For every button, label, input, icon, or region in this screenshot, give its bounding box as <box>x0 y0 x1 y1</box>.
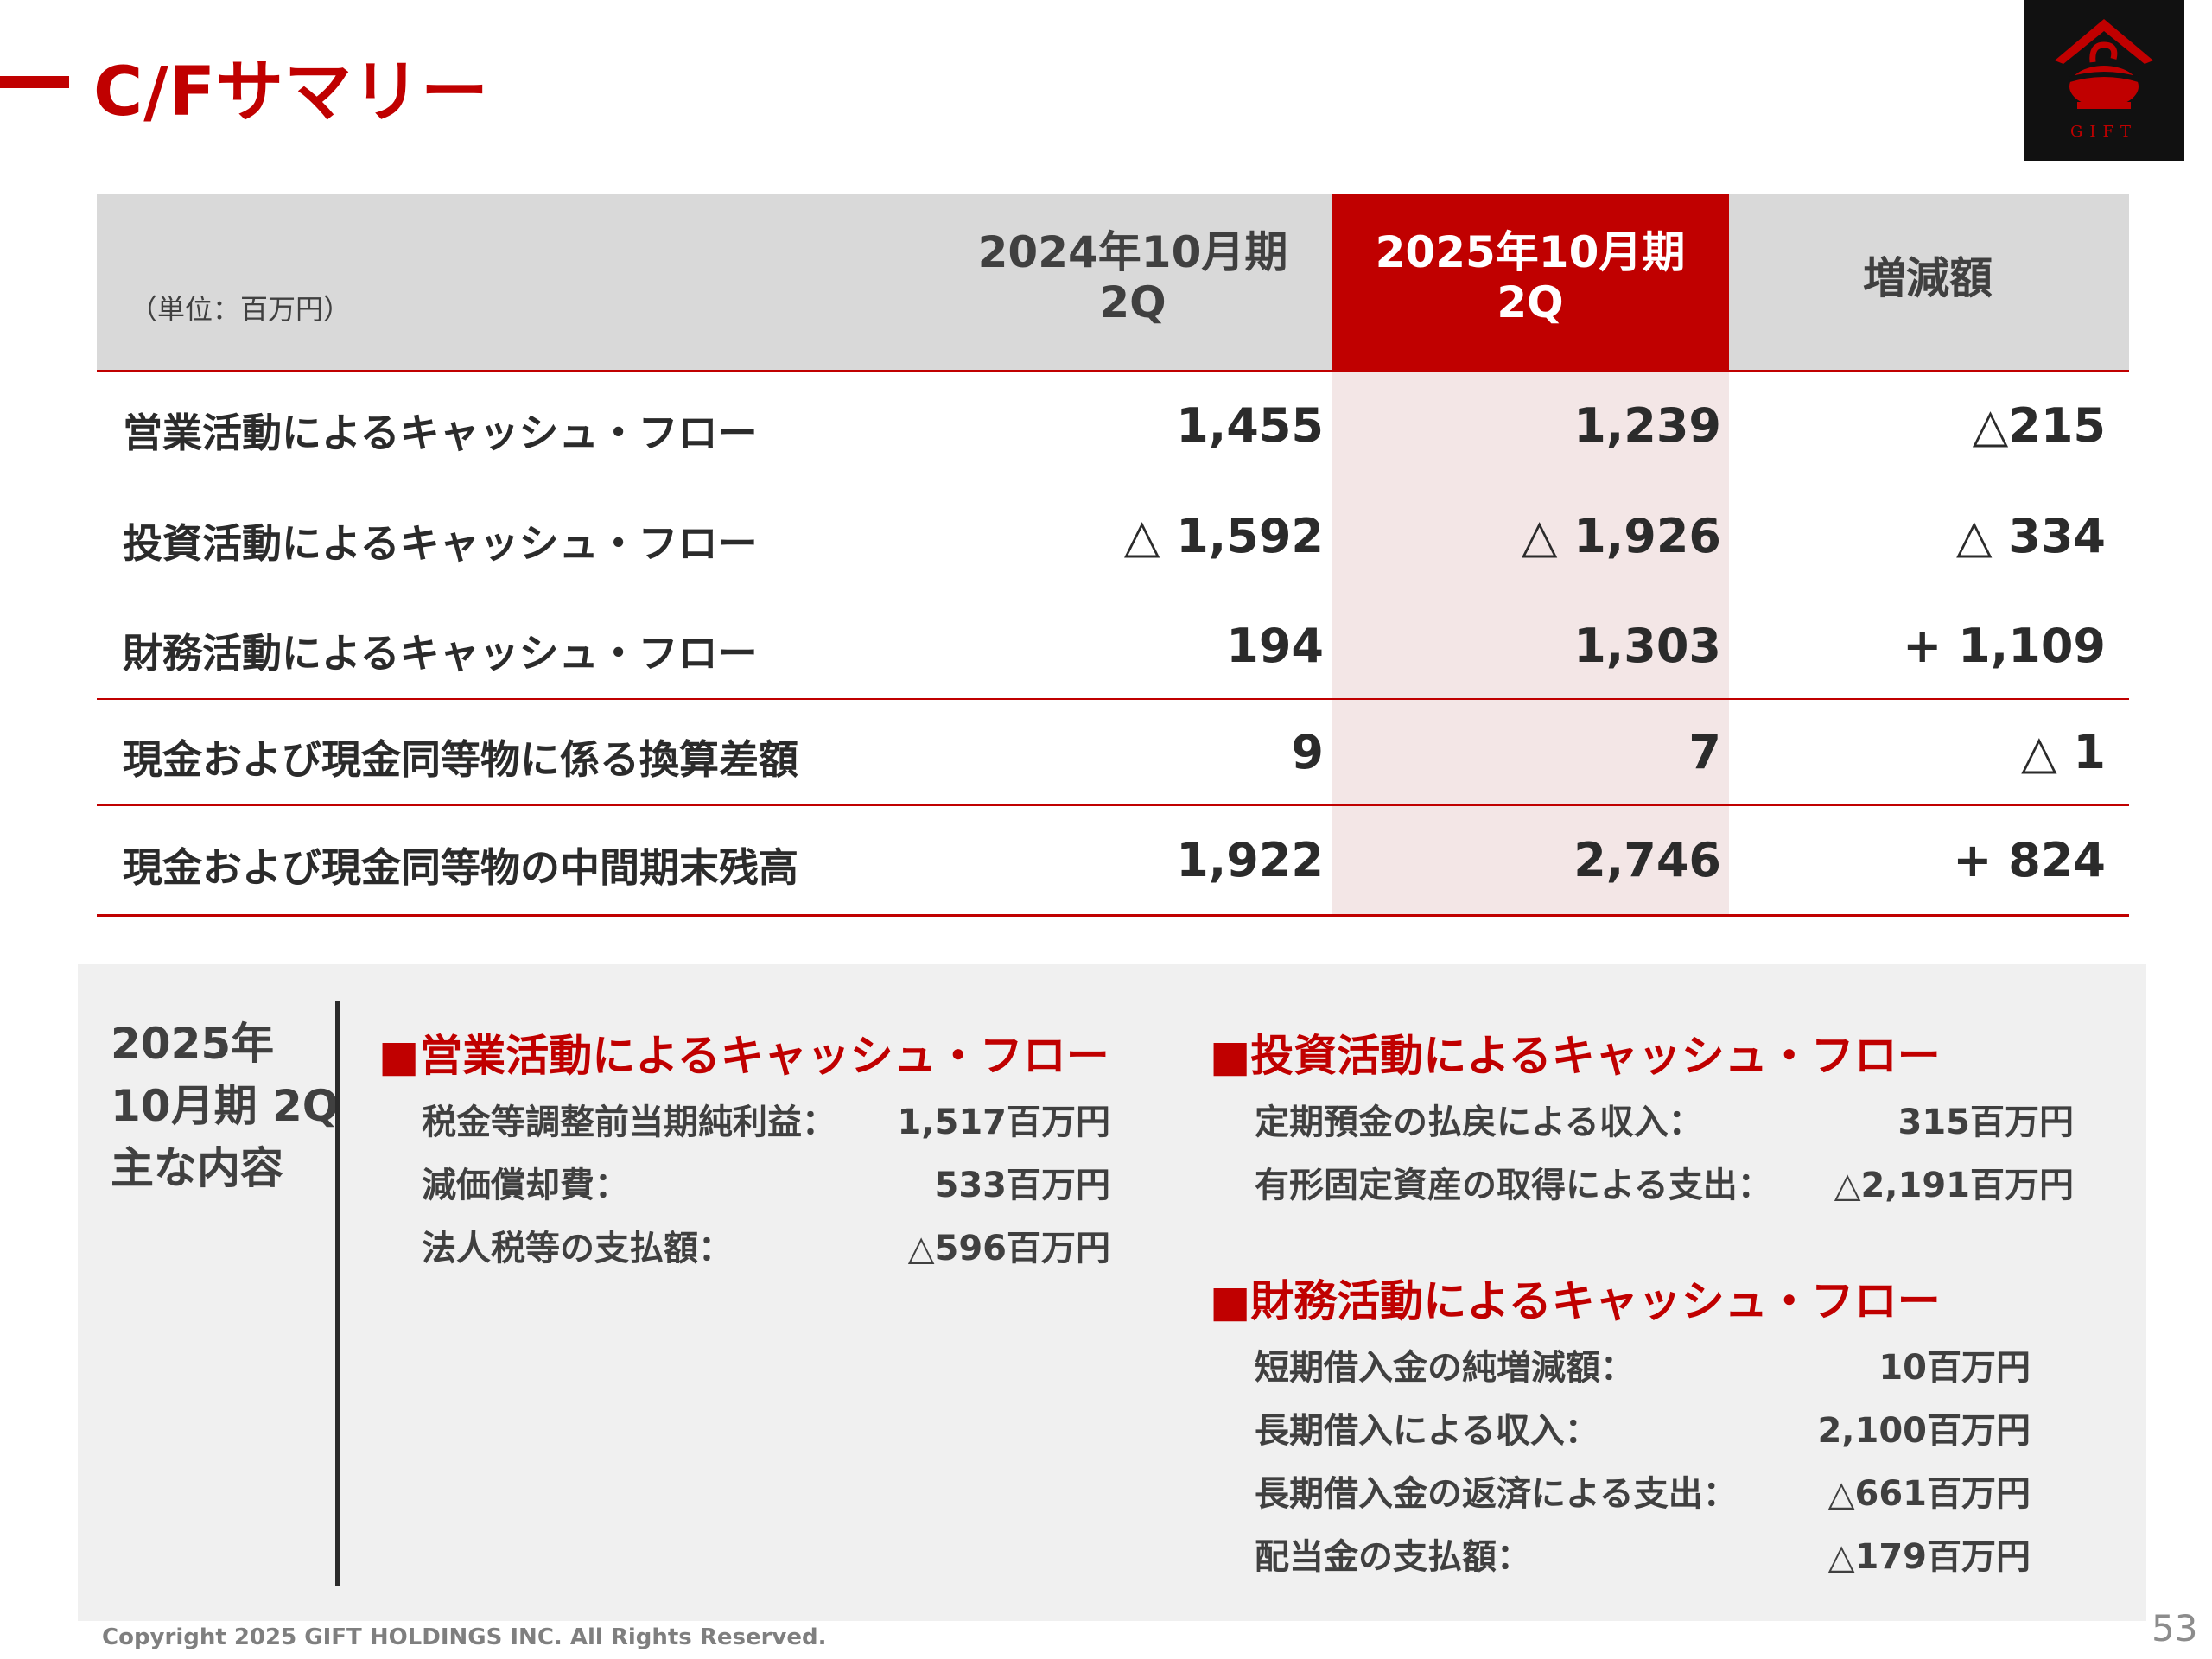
gift-house-icon <box>2055 19 2153 109</box>
row-diff-value: + 1,109 <box>1903 619 2106 673</box>
logo-text: GIFT <box>2070 123 2138 141</box>
summary-heading: 2025年 10月期 2Q 主な内容 <box>111 1013 339 1199</box>
column-header-curr-line1: 2025年10月期 <box>1375 227 1686 277</box>
table-header <box>97 194 2129 370</box>
row-divider <box>97 698 2129 700</box>
operating-item-label: 減価償却費： <box>422 1166 629 1205</box>
investing-item-value: △2,191百万円 <box>1834 1166 2074 1205</box>
operating-item-label: 法人税等の支払額： <box>422 1229 733 1268</box>
investing-item-label: 定期預金の払戻による収入： <box>1255 1103 1703 1142</box>
financing-item-label: 長期借入による収入： <box>1255 1411 1599 1451</box>
row-curr-value: 1,239 <box>1573 398 1721 453</box>
financing-item-value: 10百万円 <box>1878 1348 2031 1388</box>
table-bottom-line <box>97 914 2129 917</box>
summary-heading-line3: 主な内容 <box>111 1143 283 1193</box>
operating-item-value: △596百万円 <box>907 1229 1110 1268</box>
table-row: 投資活動によるキャッシュ・フロー △ 1,592 △ 1,926 △ 334 <box>97 502 2129 571</box>
row-curr-value: 7 <box>1688 725 1721 779</box>
summary-heading-line2: 10月期 2Q <box>111 1081 340 1131</box>
table-header-current <box>1332 194 1729 370</box>
operating-item-label: 税金等調整前当期純利益： <box>422 1103 836 1142</box>
row-diff-value: △215 <box>1972 398 2106 453</box>
row-curr-value: 2,746 <box>1573 833 1721 887</box>
column-header-diff: 増減額 <box>1863 253 1993 303</box>
investing-item-label: 有形固定資産の取得による支出： <box>1255 1166 1772 1205</box>
column-header-prev-line1: 2024年10月期 <box>977 227 1288 277</box>
financing-item-label: 短期借入金の純増減額： <box>1255 1348 1635 1388</box>
table-row: 財務活動によるキャッシュ・フロー 194 1,303 + 1,109 <box>97 612 2129 681</box>
row-diff-value: △ 334 <box>1955 509 2106 563</box>
row-divider <box>97 804 2129 806</box>
row-label: 現金および現金同等物に係る換算差額 <box>123 736 798 783</box>
header-divider <box>97 370 2129 372</box>
financing-item-value: △179百万円 <box>1827 1537 2031 1577</box>
investing-section-title: ■投資活動によるキャッシュ・フロー <box>1210 1031 1941 1081</box>
row-diff-value: △ 1 <box>2021 725 2106 779</box>
financing-section-title: ■財務活動によるキャッシュ・フロー <box>1210 1276 1941 1326</box>
summary-heading-line1: 2025年 <box>111 1019 275 1069</box>
page-number: 53 <box>2152 1607 2198 1649</box>
row-label: 投資活動によるキャッシュ・フロー <box>123 520 758 567</box>
row-label: 現金および現金同等物の中間期末残高 <box>123 844 798 891</box>
operating-item-value: 533百万円 <box>934 1166 1111 1205</box>
row-prev-value: 1,455 <box>1176 398 1324 453</box>
operating-section-title: ■営業活動によるキャッシュ・フロー <box>378 1031 1109 1081</box>
company-logo: GIFT <box>2024 0 2184 161</box>
table-row: 現金および現金同等物の中間期末残高 1,922 2,746 + 824 <box>97 826 2129 895</box>
financing-item-label: 長期借入金の返済による支出： <box>1255 1474 1738 1514</box>
table-row: 営業活動によるキャッシュ・フロー 1,455 1,239 △215 <box>97 391 2129 461</box>
summary-divider <box>335 1001 340 1586</box>
column-header-curr: 2025年10月期 2Q <box>1332 227 1729 327</box>
row-prev-value: 194 <box>1226 619 1324 673</box>
column-header-prev: 2024年10月期 2Q <box>934 227 1332 327</box>
unit-label: （単位：百万円） <box>130 293 352 326</box>
row-prev-value: 1,922 <box>1176 833 1324 887</box>
financing-item-value: 2,100百万円 <box>1817 1411 2031 1451</box>
cash-flow-table: （単位：百万円） 2024年10月期 2Q 2025年10月期 2Q 増減額 営… <box>97 194 2129 917</box>
copyright: Copyright 2025 GIFT HOLDINGS INC. All Ri… <box>102 1624 827 1650</box>
row-curr-value: 1,303 <box>1573 619 1721 673</box>
row-label: 営業活動によるキャッシュ・フロー <box>123 410 758 456</box>
row-label: 財務活動によるキャッシュ・フロー <box>123 630 758 677</box>
financing-item-value: △661百万円 <box>1827 1474 2031 1514</box>
financing-item-label: 配当金の支払額： <box>1255 1537 1531 1577</box>
page-title: C/Fサマリー <box>93 54 490 131</box>
investing-item-value: 315百万円 <box>1897 1103 2075 1142</box>
row-prev-value: △ 1,592 <box>1123 509 1324 563</box>
row-curr-value: △ 1,926 <box>1521 509 1721 563</box>
row-prev-value: 9 <box>1291 725 1324 779</box>
operating-item-value: 1,517百万円 <box>897 1103 1110 1142</box>
title-accent-bar <box>0 76 69 88</box>
table-row: 現金および現金同等物に係る換算差額 9 7 △ 1 <box>97 718 2129 787</box>
row-diff-value: + 824 <box>1953 833 2106 887</box>
column-header-curr-line2: 2Q <box>1497 277 1564 327</box>
summary-box: 2025年 10月期 2Q 主な内容 ■営業活動によるキャッシュ・フロー 税金等… <box>78 964 2146 1621</box>
column-header-prev-line2: 2Q <box>1099 277 1166 327</box>
